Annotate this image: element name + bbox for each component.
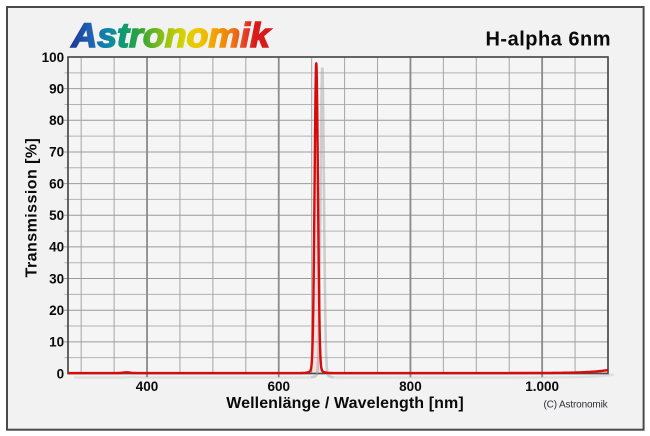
svg-text:60: 60	[49, 176, 64, 191]
svg-text:100: 100	[42, 50, 65, 65]
svg-text:30: 30	[49, 271, 64, 286]
svg-text:Wellenlänge / Wavelength [nm]: Wellenlänge / Wavelength [nm]	[226, 395, 464, 412]
svg-text:1.000: 1.000	[525, 379, 559, 394]
svg-text:0: 0	[57, 366, 65, 381]
svg-text:H-alpha 6nm: H-alpha 6nm	[485, 29, 611, 51]
svg-text:Astronomik: Astronomik	[70, 17, 271, 55]
svg-text:(C) Astronomik: (C) Astronomik	[543, 400, 608, 411]
svg-text:Transmission [%]: Transmission [%]	[24, 138, 41, 278]
svg-text:50: 50	[49, 208, 64, 223]
svg-text:400: 400	[136, 379, 159, 394]
svg-text:600: 600	[267, 379, 290, 394]
svg-text:80: 80	[49, 113, 64, 128]
svg-text:40: 40	[49, 240, 64, 255]
svg-text:70: 70	[49, 145, 64, 160]
svg-text:800: 800	[399, 379, 422, 394]
svg-text:90: 90	[49, 81, 64, 96]
svg-text:20: 20	[49, 303, 64, 318]
svg-text:10: 10	[49, 335, 64, 350]
